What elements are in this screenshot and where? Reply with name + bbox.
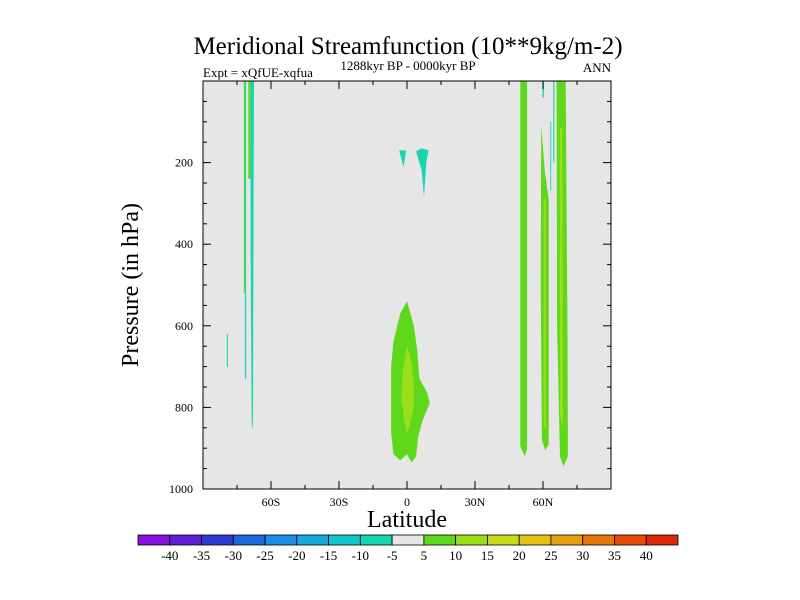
- colorbar-label: 15: [481, 548, 494, 563]
- contour-region-nh-band-1: [520, 81, 528, 457]
- colorbar-label: -30: [225, 548, 242, 563]
- colorbar-box: [328, 534, 361, 546]
- colorbar-box: [645, 534, 679, 546]
- contour-region-sh-green-a: [243, 81, 245, 294]
- x-tick-label: 0: [404, 495, 410, 509]
- y-tick-label: 400: [175, 237, 193, 251]
- contour-region-eq-cell-inner: [401, 346, 414, 432]
- contour-fills: [226, 81, 568, 467]
- y-tick-label: 200: [175, 156, 193, 170]
- colorbar-label: -20: [288, 548, 305, 563]
- colorbar-label: -10: [352, 548, 369, 563]
- y-axis-label: Pressure (in hPa): [118, 203, 144, 367]
- contour-region-sh-band-c: [226, 334, 228, 367]
- contour-region-upper-neg-a: [399, 150, 406, 167]
- colorbar-box: [550, 534, 584, 546]
- colorbar-box: [582, 534, 615, 546]
- colorbar-label: -15: [320, 548, 337, 563]
- contour-region-nh-band-3-core: [559, 125, 563, 428]
- colorbar-label: 25: [544, 548, 557, 563]
- y-tick-label: 1000: [169, 482, 193, 496]
- colorbar-box: [391, 534, 425, 546]
- x-tick-label: 60N: [533, 495, 554, 509]
- colorbar-label: 10: [449, 548, 462, 563]
- colorbar-label: -5: [387, 548, 398, 563]
- x-tick-label: 30N: [465, 495, 486, 509]
- colorbar-label: 30: [576, 548, 589, 563]
- contour-region-nh-band-2-core: [543, 199, 546, 428]
- colorbar-box: [359, 534, 393, 546]
- colorbar-label: 5: [421, 548, 428, 563]
- colorbar-label: -25: [256, 548, 273, 563]
- contour-region-sh-band-b: [250, 81, 254, 430]
- colorbar-box: [518, 534, 552, 546]
- contour-region-sh-band-a: [244, 81, 247, 379]
- contour-region-upper-neg-b: [416, 148, 429, 198]
- plot-frame: [202, 80, 612, 490]
- colorbar-box: [487, 534, 520, 546]
- colorbar-box: [137, 534, 171, 546]
- contour-region-nh-neg-line-3: [550, 121, 552, 192]
- colorbar-box: [201, 534, 234, 546]
- y-tick-label: 600: [175, 319, 193, 333]
- colorbar-label: -35: [193, 548, 210, 563]
- colorbar-box: [264, 534, 298, 546]
- colorbar-box: [423, 534, 457, 546]
- contour-region-nh-neg-line-2: [553, 81, 555, 163]
- axis-ticks: 60S 30S 0 30N 60N 200 400 600 800 1000: [169, 80, 611, 509]
- left-string: Expt = xQfUE-xqfua: [203, 65, 313, 80]
- x-tick-label: 60S: [262, 495, 281, 509]
- plot-area: 60S 30S 0 30N 60N 200 400 600 800 1000: [169, 80, 612, 509]
- colorbar-box: [169, 534, 202, 546]
- colorbar-box: [455, 534, 488, 546]
- y-tick-label: 800: [175, 400, 193, 414]
- colorbar-label: -40: [161, 548, 178, 563]
- colorbar-box: [614, 534, 647, 546]
- colorbar-box: [232, 534, 266, 546]
- colorbar-box: [296, 534, 329, 546]
- x-tick-label: 30S: [330, 495, 349, 509]
- right-string: ANN: [583, 60, 612, 75]
- colorbar-label: 40: [640, 548, 653, 563]
- chart-title: Meridional Streamfunction (10**9kg/m-2): [193, 33, 622, 60]
- center-string: 1288kyr BP - 0000kyr BP: [340, 58, 475, 73]
- contour-region-sh-green-b: [248, 81, 251, 179]
- colorbar: -40 -35 -30 -25 -20 -15 -10 -5 5 10 15 20 25 30 35 40: [137, 534, 679, 563]
- x-axis-label: Latitude: [367, 507, 447, 533]
- colorbar-label: 20: [513, 548, 526, 563]
- colorbar-label: 35: [608, 548, 621, 563]
